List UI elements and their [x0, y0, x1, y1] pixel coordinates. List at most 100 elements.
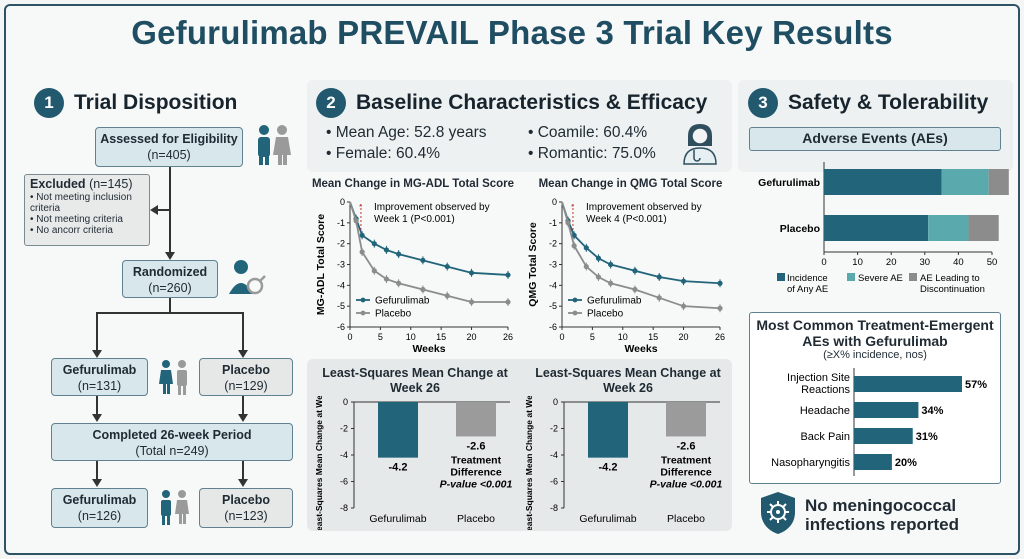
legend-label: Severe AE — [858, 273, 903, 284]
data-point — [371, 241, 377, 247]
ls-bar-chart-2: 0 -2 -4 -6 -8 Least-Squares Mean Change at We… — [524, 396, 722, 530]
series-line-placebo — [349, 201, 508, 303]
baseline-bullet: Female: 60.4% — [326, 145, 440, 163]
y-tick-label: -1 — [337, 218, 345, 228]
treatment-difference-note: Treatment — [661, 454, 712, 466]
y-axis-label: QMG Total Score — [527, 222, 539, 307]
people-icon — [258, 125, 291, 165]
bar-value-label: -2.6 — [677, 440, 696, 452]
y-tick-label: -6 — [337, 322, 345, 332]
section2-heading: 2 Baseline Characteristics & Efficacy — [316, 88, 707, 118]
treatment-difference-note: Treatment — [451, 454, 502, 466]
y-tick-label: -5 — [549, 301, 557, 311]
x-category-label: Gefurulimab — [369, 513, 426, 525]
flow-arrow — [92, 350, 102, 358]
x-axis-label: Weeks — [412, 343, 445, 355]
te-bar — [854, 428, 913, 444]
legend-label: Placebo — [587, 309, 624, 320]
excluded-label: Excluded — [30, 177, 86, 191]
flow-line — [169, 167, 171, 253]
people-icon — [161, 490, 189, 525]
final1-n: (n=126) — [77, 509, 122, 523]
x-tick-label: 0 — [347, 332, 352, 342]
x-tick-label: 20 — [886, 257, 897, 268]
completed-label: Completed 26-week Period — [92, 428, 252, 442]
flow-line — [96, 312, 244, 314]
flow-line — [158, 209, 170, 211]
data-point — [717, 280, 723, 286]
randomize-icon — [229, 260, 266, 295]
data-point — [420, 257, 426, 263]
section1-heading: 1 Trial Disposition — [34, 88, 237, 118]
legend-label: Gefurulimab — [375, 296, 430, 307]
legend-label: Discontinuation — [920, 284, 985, 295]
treatment-difference-note: Difference — [450, 466, 502, 478]
x-category-label: Placebo — [667, 513, 705, 525]
y-axis-label: Least-Squares Mean Change at Week 26 — [314, 396, 324, 530]
excluded-n: (n=145) — [89, 177, 133, 191]
stacked-segment — [928, 215, 969, 241]
completed-box: Completed 26-week Period (Total n=249) — [51, 423, 293, 461]
data-point — [359, 232, 365, 238]
assessed-n: (n=405) — [147, 148, 191, 162]
final2-n: (n=123) — [224, 509, 268, 523]
legend-swatch — [847, 273, 855, 281]
x-tick-label: 10 — [406, 332, 416, 342]
series-line-gefurulimab — [349, 201, 509, 276]
te-category-label: Nasopharyngitis — [771, 457, 850, 469]
section1-number: 1 — [34, 88, 64, 118]
final1-label: Gefurulimab — [62, 493, 137, 507]
stacked-segment — [988, 169, 1009, 195]
flow-line — [96, 312, 98, 352]
ls-bar-chart-1: 0 -2 -4 -6 -8 Least-Squares Mean Change at We… — [314, 396, 512, 530]
te-category-label: Reactions — [801, 384, 850, 396]
baseline-bullet: Mean Age: 52.8 years — [326, 124, 487, 142]
te-category-label: Headache — [800, 405, 850, 417]
te-bar — [854, 454, 892, 470]
flow-arrow — [92, 479, 102, 487]
x-tick-label: 15 — [648, 332, 658, 342]
data-point — [680, 303, 687, 309]
x-tick-label: 5 — [590, 332, 595, 342]
bar-placebo — [666, 402, 706, 437]
data-point — [468, 270, 475, 276]
excluded-box: Excluded (n=145) Not meeting inclusion c… — [24, 174, 150, 246]
data-point — [632, 268, 638, 274]
final2-label: Placebo — [222, 493, 270, 507]
x-tick-label: 26 — [715, 332, 725, 342]
flow-arrow — [238, 414, 248, 422]
y-tick-label: -6 — [340, 477, 348, 487]
people-icon — [159, 360, 187, 395]
data-point — [632, 286, 638, 293]
flow-arrow — [165, 252, 175, 260]
ae-stacked-chart: 0 10 20 30 40 50 Gefurulimab Placebo Incidenceof… — [758, 162, 1009, 295]
bar1-title: Least-Squares Mean Change at Week 26 — [322, 366, 508, 395]
y-tick-label: 0 — [553, 397, 558, 407]
x-tick-label: 40 — [953, 257, 964, 268]
data-point — [383, 276, 390, 282]
baseline-bullet: Romantic: 75.0% — [528, 145, 656, 163]
assessed-box: Assessed for Eligibility (n=405) — [95, 127, 243, 167]
data-point — [353, 218, 359, 224]
arm2-label: Placebo — [222, 363, 270, 377]
y-tick-label: -6 — [550, 477, 558, 487]
data-point — [505, 299, 511, 305]
flow-line — [242, 312, 244, 352]
flow-arrow — [150, 205, 158, 215]
y-tick-label: -2 — [549, 239, 557, 249]
te-bar-value: 57% — [965, 379, 987, 391]
final1-box: Gefurulimab (n=126) — [51, 488, 148, 528]
data-point — [468, 299, 475, 305]
y-tick-label: -3 — [337, 260, 345, 270]
x-category-label: Gefurulimab — [579, 513, 636, 525]
data-point — [444, 263, 450, 270]
y-tick-label: -2 — [340, 424, 348, 434]
x-axis-label: Weeks — [624, 343, 657, 355]
stacked-segment — [824, 169, 942, 195]
excluded-reason: Not meeting criteria — [30, 214, 144, 225]
te-bar — [854, 402, 919, 418]
bar-value-label: -4.2 — [599, 462, 618, 474]
te-title: Most Common Treatment-Emergent AEs with … — [756, 317, 994, 349]
bar-placebo — [456, 402, 496, 437]
y-tick-label: -2 — [550, 424, 558, 434]
